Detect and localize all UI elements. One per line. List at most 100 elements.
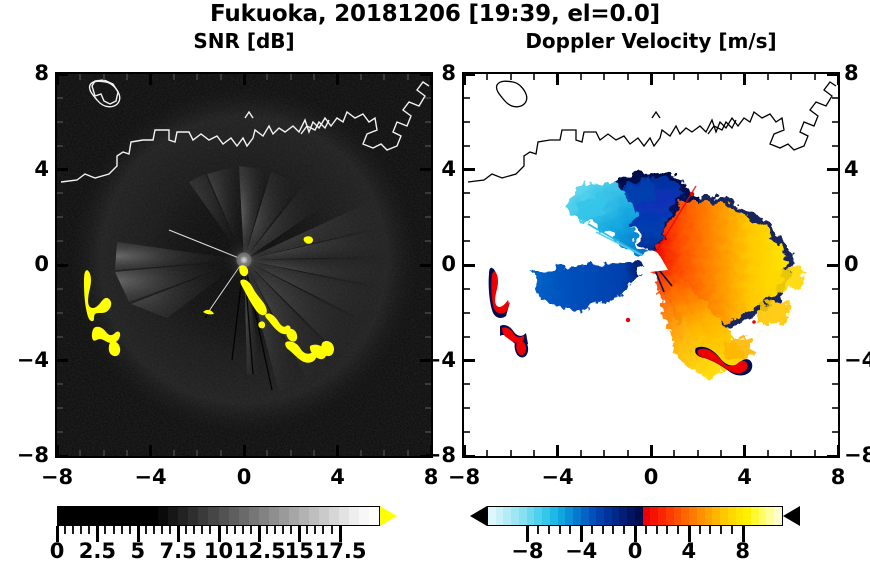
colorbar-tick-doppler [677, 526, 680, 534]
colorbar-segment [627, 507, 635, 525]
colorbar-label-snr-6: 15 [284, 539, 314, 563]
y-tick-doppler--1 [832, 287, 838, 290]
colorbar-segment [735, 507, 744, 525]
y-tick-snr--1 [425, 287, 431, 290]
colorbar-segment [573, 507, 581, 525]
doppler-island-targets [488, 267, 529, 358]
colorbar-segment [642, 507, 651, 525]
colorbar-segment [503, 507, 512, 525]
colorbar-tick-snr [257, 526, 261, 542]
x-axis-label-snr-0: −8 [40, 465, 74, 489]
colorbar-segment [248, 507, 259, 525]
y-tick-doppler-6 [832, 120, 838, 123]
colorbar-doppler[interactable] [470, 506, 800, 530]
x-tick-snr--7 [79, 74, 82, 80]
x-tick-doppler--5 [533, 74, 536, 80]
y-tick-doppler-0 [827, 263, 838, 267]
x-axis-label-snr-3: 4 [330, 465, 345, 489]
plot-snr[interactable] [55, 72, 433, 458]
x-tick-doppler--1 [626, 74, 629, 80]
y-axis-label-right-doppler-0: 8 [844, 61, 859, 85]
x-axis-label-snr-4: 8 [423, 465, 439, 489]
x-tick-snr--1 [219, 74, 222, 80]
colorbar-tick-doppler [623, 526, 626, 534]
x-axis-label-snr-1: −4 [134, 465, 167, 489]
colorbar-segment [298, 507, 309, 525]
y-tick-snr-3 [425, 192, 431, 195]
x-tick-doppler-7 [813, 450, 816, 456]
y-tick-snr--8 [420, 454, 431, 458]
y-tick-doppler-2 [832, 216, 838, 219]
y-tick-doppler--4 [827, 359, 838, 362]
y-tick-doppler-4 [464, 168, 475, 171]
y-tick-doppler-4 [827, 168, 838, 171]
colorbar-snr[interactable] [57, 506, 397, 530]
colorbar-segment [704, 507, 713, 525]
colorbar-segment [58, 507, 69, 525]
x-tick-doppler--8 [462, 74, 466, 85]
colorbar-tick-doppler [569, 526, 572, 534]
x-tick-snr-1 [266, 74, 269, 80]
colorbar-segment [228, 507, 239, 525]
colorbar-segment [308, 507, 319, 525]
x-tick-snr--6 [102, 74, 105, 80]
x-tick-doppler--2 [603, 450, 606, 456]
y-axis-label-right-doppler-2: 0 [844, 252, 859, 276]
colorbar-body-snr [57, 506, 380, 526]
colorbar-segment [758, 507, 767, 525]
colorbar-tick-snr [298, 526, 302, 542]
colorbar-tick-snr [72, 526, 75, 534]
y-axis-label-doppler-0: 8 [441, 61, 456, 85]
y-tick-snr-1 [425, 240, 431, 243]
colorbar-segment [68, 507, 79, 525]
x-tick-snr-8 [429, 74, 433, 85]
colorbar-segment [118, 507, 129, 525]
colorbar-tick-doppler [720, 526, 723, 534]
plot-doppler[interactable] [462, 72, 840, 458]
colorbar-under-arrow-doppler [470, 506, 487, 526]
x-tick-doppler-6 [790, 450, 793, 456]
colorbar-segment [665, 507, 674, 525]
colorbar-tick-snr [152, 526, 155, 534]
x-tick-doppler-8 [836, 445, 840, 456]
colorbar-label-doppler-0: −8 [511, 539, 544, 563]
colorbar-segment [368, 507, 379, 525]
y-tick-doppler--8 [827, 454, 838, 458]
colorbar-segment [588, 507, 597, 525]
colorbar-tick-doppler [612, 526, 615, 534]
colorbar-tick-doppler [709, 526, 712, 534]
y-tick-snr--3 [57, 335, 63, 338]
panel-subtitle-snr: SNR [dB] [193, 29, 295, 53]
x-tick-snr-7 [406, 74, 409, 80]
snr-saturated-targets [84, 270, 121, 357]
colorbar-segment [188, 507, 199, 525]
colorbar-tick-doppler [547, 526, 550, 534]
colorbar-segment [542, 507, 550, 525]
colorbar-segment [534, 507, 543, 525]
x-tick-snr-4 [336, 445, 339, 456]
y-tick-doppler-3 [832, 192, 838, 195]
colorbar-segment [328, 507, 339, 525]
colorbar-segment [673, 507, 682, 525]
colorbar-tick-doppler [601, 526, 604, 534]
colorbar-label-doppler-3: 4 [681, 539, 697, 563]
colorbar-tick-snr [274, 526, 277, 534]
colorbar-segment [720, 507, 728, 525]
x-tick-snr-4 [336, 74, 339, 85]
colorbar-tick-snr [201, 526, 204, 534]
colorbar-segment [750, 507, 759, 525]
x-tick-doppler--7 [486, 450, 489, 456]
colorbar-segment [208, 507, 219, 525]
colorbar-segment [88, 507, 99, 525]
x-tick-snr-1 [266, 450, 269, 456]
colorbar-segment [689, 507, 697, 525]
y-tick-doppler-5 [832, 144, 838, 147]
colorbar-tick-snr [338, 526, 342, 542]
y-tick-snr-2 [425, 216, 431, 219]
x-axis-label-doppler-0: −8 [447, 465, 481, 489]
colorbar-tick-doppler [730, 526, 733, 534]
colorbar-tick-snr [314, 526, 317, 534]
colorbar-tick-snr [306, 526, 309, 534]
colorbar-tick-doppler [634, 526, 637, 542]
colorbar-segment [108, 507, 119, 525]
